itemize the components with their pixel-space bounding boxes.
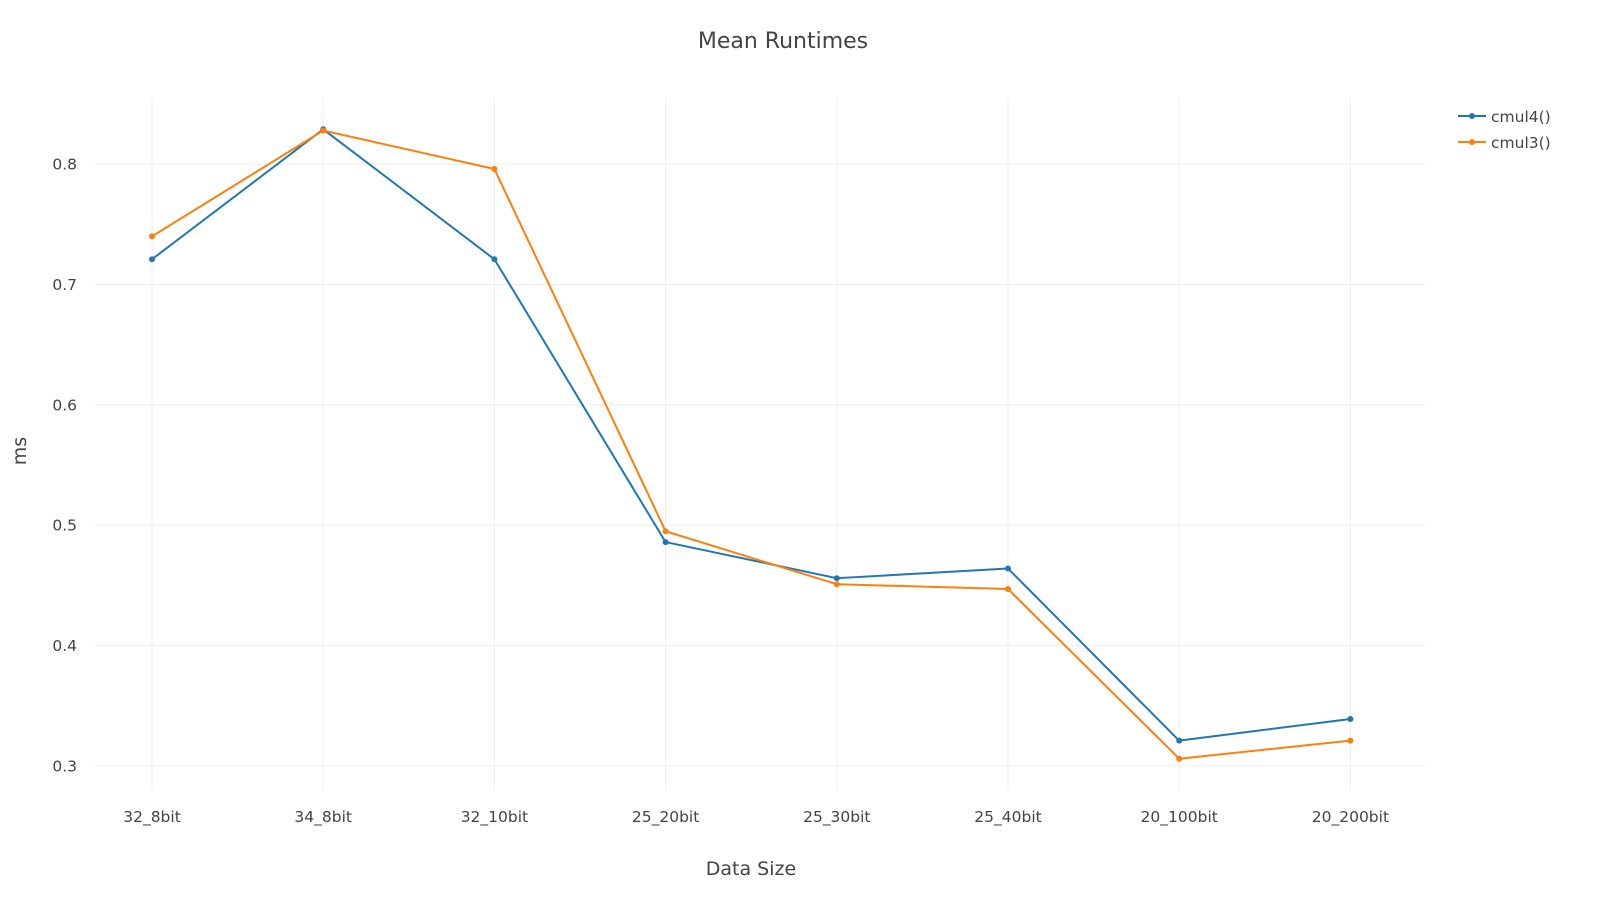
legend-label: cmul3() xyxy=(1491,134,1551,152)
data-point[interactable] xyxy=(1005,565,1011,572)
grid-layer xyxy=(95,98,1425,790)
series-line xyxy=(151,129,1351,760)
data-point[interactable] xyxy=(1176,755,1183,762)
data-point[interactable] xyxy=(833,581,840,588)
x-tick-label: 25_30bit xyxy=(803,808,870,827)
chart-title: Mean Runtimes xyxy=(698,29,868,54)
data-point[interactable] xyxy=(1347,715,1354,722)
data-point[interactable] xyxy=(1347,737,1354,744)
x-tick-label: 25_40bit xyxy=(974,808,1041,827)
legend-item[interactable]: cmul4() xyxy=(1458,108,1551,126)
x-tick-label: 20_100bit xyxy=(1141,808,1218,827)
series-layer xyxy=(149,126,1354,762)
data-point[interactable] xyxy=(149,256,155,263)
legend-label: cmul4() xyxy=(1491,108,1551,126)
x-tick-label: 34_8bit xyxy=(294,808,352,827)
x-tick-label: 20_200bit xyxy=(1312,808,1389,827)
series-2 xyxy=(149,127,1354,762)
data-point[interactable] xyxy=(149,233,155,240)
y-tick-label: 0.7 xyxy=(52,276,77,294)
data-point[interactable] xyxy=(662,539,669,546)
legend[interactable]: cmul4() cmul3() xyxy=(1458,108,1551,152)
data-point[interactable] xyxy=(1005,586,1011,593)
y-tick-label: 0.5 xyxy=(52,517,77,535)
data-point[interactable] xyxy=(320,127,327,134)
x-tick-label: 32_10bit xyxy=(461,808,528,827)
x-tick-label: 25_20bit xyxy=(632,808,699,827)
x-axis-title: Data Size xyxy=(706,858,796,880)
y-axis-title: ms xyxy=(9,437,31,465)
legend-swatch-marker xyxy=(1469,113,1475,119)
legend-item[interactable]: cmul3() xyxy=(1458,134,1551,152)
data-point[interactable] xyxy=(833,575,840,582)
data-point[interactable] xyxy=(1176,737,1183,744)
y-tick-label: 0.8 xyxy=(52,156,77,174)
series-1 xyxy=(149,126,1354,744)
axis-layer: 32_8bit 34_8bit 32_10bit 25_20bit 25_30bit 25… xyxy=(52,156,1389,827)
x-tick-label: 32_8bit xyxy=(123,808,181,827)
data-point[interactable] xyxy=(491,256,498,263)
y-tick-label: 0.6 xyxy=(52,396,77,414)
series-line xyxy=(151,128,1351,742)
legend-swatch-marker xyxy=(1469,139,1475,145)
y-tick-label: 0.4 xyxy=(52,637,77,655)
data-point[interactable] xyxy=(491,166,498,173)
data-point[interactable] xyxy=(662,528,669,535)
y-tick-label: 0.3 xyxy=(52,757,77,775)
